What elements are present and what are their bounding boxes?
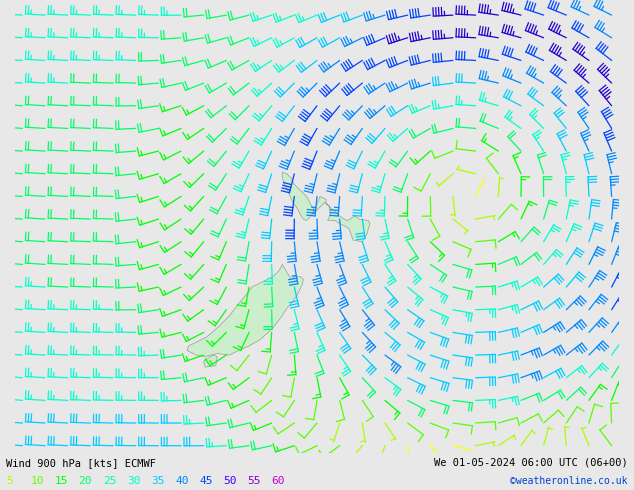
Text: 10: 10 [30, 476, 44, 486]
Polygon shape [282, 172, 370, 242]
Text: 40: 40 [175, 476, 188, 486]
Text: 15: 15 [55, 476, 68, 486]
Text: We 01-05-2024 06:00 UTC (06+00): We 01-05-2024 06:00 UTC (06+00) [434, 458, 628, 467]
Text: 30: 30 [127, 476, 140, 486]
Text: ©weatheronline.co.uk: ©weatheronline.co.uk [510, 476, 628, 486]
Text: 55: 55 [247, 476, 261, 486]
Text: 5: 5 [6, 476, 13, 486]
Text: 45: 45 [199, 476, 212, 486]
Text: 20: 20 [79, 476, 92, 486]
Text: 35: 35 [151, 476, 164, 486]
Polygon shape [187, 265, 304, 357]
Text: 60: 60 [271, 476, 285, 486]
Text: Wind 900 hPa [kts] ECMWF: Wind 900 hPa [kts] ECMWF [6, 458, 157, 467]
Polygon shape [204, 355, 217, 367]
Text: 50: 50 [223, 476, 236, 486]
Text: 25: 25 [103, 476, 116, 486]
